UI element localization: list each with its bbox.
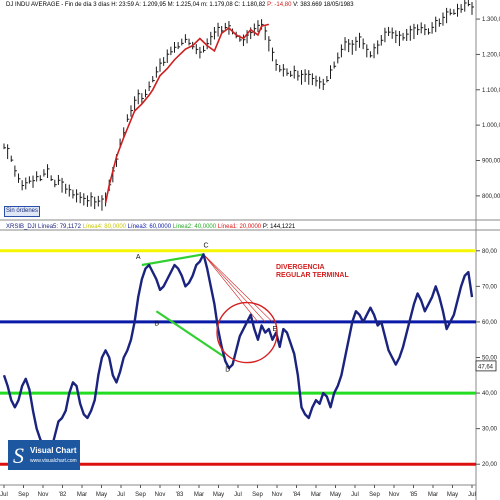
rsi-tick-label: 50,00 (482, 356, 498, 362)
orders-button[interactable]: Sin órdenes (4, 206, 40, 217)
price-tick-label: 900,00 (482, 159, 500, 165)
logo-url: www.visualchart.com (30, 458, 77, 464)
indicator-header: XRSIB_DJI Línea5: 79,1172 Línea4: 80,000… (6, 224, 295, 230)
level-80-label: Línea4: 80,0000 (82, 224, 126, 230)
x-tick-label: Mar (194, 492, 204, 498)
rsi-tick-label: 20,00 (482, 462, 498, 468)
fan-line (203, 254, 259, 323)
x-tick-label: Sep (135, 492, 146, 498)
x-tick-label: Nov (155, 492, 166, 498)
annotation-line-1: DIVERGENCIA (276, 264, 325, 271)
price-tick-label: 1.300,00 (482, 17, 500, 23)
level-40-label: Línea2: 40,0000 (172, 224, 217, 230)
x-tick-label: Mar (428, 492, 438, 498)
divergence-line (141, 253, 204, 267)
current-value-box (475, 360, 497, 372)
price-tick-label: 800,00 (482, 194, 500, 200)
x-tick-label: Sep (252, 492, 263, 498)
x-tick-label: Jul (468, 492, 476, 498)
rsi-tick-label: 40,00 (482, 391, 498, 397)
price-change: P: -14,80 (267, 2, 292, 8)
x-tick-label: May (96, 492, 107, 498)
rsi-tick-label: 80,00 (482, 249, 498, 255)
x-tick-label: '85 (410, 492, 418, 498)
point-label-c: C (204, 242, 209, 249)
price-trend-line (104, 23, 270, 204)
divergence-circle (216, 301, 278, 364)
volume-value: V: 383.669 (293, 2, 322, 8)
instrument-title: DJ INDU AVERAGE - Fin de día 3 días H: 2… (6, 2, 134, 8)
rsi-tick-label: 30,00 (482, 427, 498, 433)
point-label-e: E (272, 326, 277, 333)
annotation-line-2: REGULAR TERMINAL (276, 272, 349, 279)
current-value-label: 47,64 (478, 364, 494, 370)
visual-chart-logo: S Visual Chart www.visualchart.com (8, 440, 80, 470)
x-tick-label: '83 (176, 492, 184, 498)
rsi-tick-label: 60,00 (482, 320, 498, 326)
divergence-annotation: DIVERGENCIA REGULAR TERMINAL (276, 264, 349, 280)
x-tick-label: Sep (369, 492, 380, 498)
x-tick-label: Jul (351, 492, 359, 498)
level-20-label: Línea1: 20,0000 (217, 224, 262, 230)
rsi-line (2, 253, 474, 455)
price-tick-label: 1.100,00 (482, 88, 500, 94)
logo-mark: S (13, 443, 24, 468)
indicator-name: XRSIB_DJI Línea5: 79,1172 (6, 224, 81, 230)
x-tick-label: Nov (389, 492, 400, 498)
price-tick-label: 1.200,00 (482, 52, 500, 58)
x-tick-label: Nov (272, 492, 283, 498)
fan-line (203, 254, 266, 323)
x-tick-label: Nov (38, 492, 49, 498)
x-tick-label: Mar (311, 492, 321, 498)
x-tick-label: Mar (77, 492, 87, 498)
point-label-d: D (225, 367, 230, 374)
x-tick-label: May (213, 492, 224, 498)
x-tick-label: '82 (59, 492, 67, 498)
x-tick-label: May (330, 492, 341, 498)
price-tick-label: 1.000,00 (482, 123, 500, 129)
indicator-p-value: P: 144,1221 (262, 224, 296, 230)
x-tick-label: '84 (293, 492, 301, 498)
top-chart-header: DJ INDU AVERAGE - Fin de día 3 días H: 2… (6, 2, 354, 8)
point-label-b: B (154, 320, 159, 327)
point-label-a: A (136, 254, 141, 261)
bar-date: 18/05/1983 (323, 2, 354, 8)
x-tick-label: May (447, 492, 458, 498)
rsi-tick-label: 70,00 (482, 284, 498, 290)
fan-line (203, 254, 273, 323)
x-tick-label: Jul (117, 492, 125, 498)
logo-title: Visual Chart (30, 446, 77, 455)
divergence-line (155, 310, 226, 359)
ohlc-values: A: 1.209,95 M: 1.225,04 m: 1.179,08 C: 1… (135, 2, 266, 8)
level-60-label: Línea3: 60,0000 (127, 224, 172, 230)
x-tick-label: Jul (0, 492, 8, 498)
x-tick-label: Jul (234, 492, 242, 498)
x-tick-label: Sep (18, 492, 29, 498)
